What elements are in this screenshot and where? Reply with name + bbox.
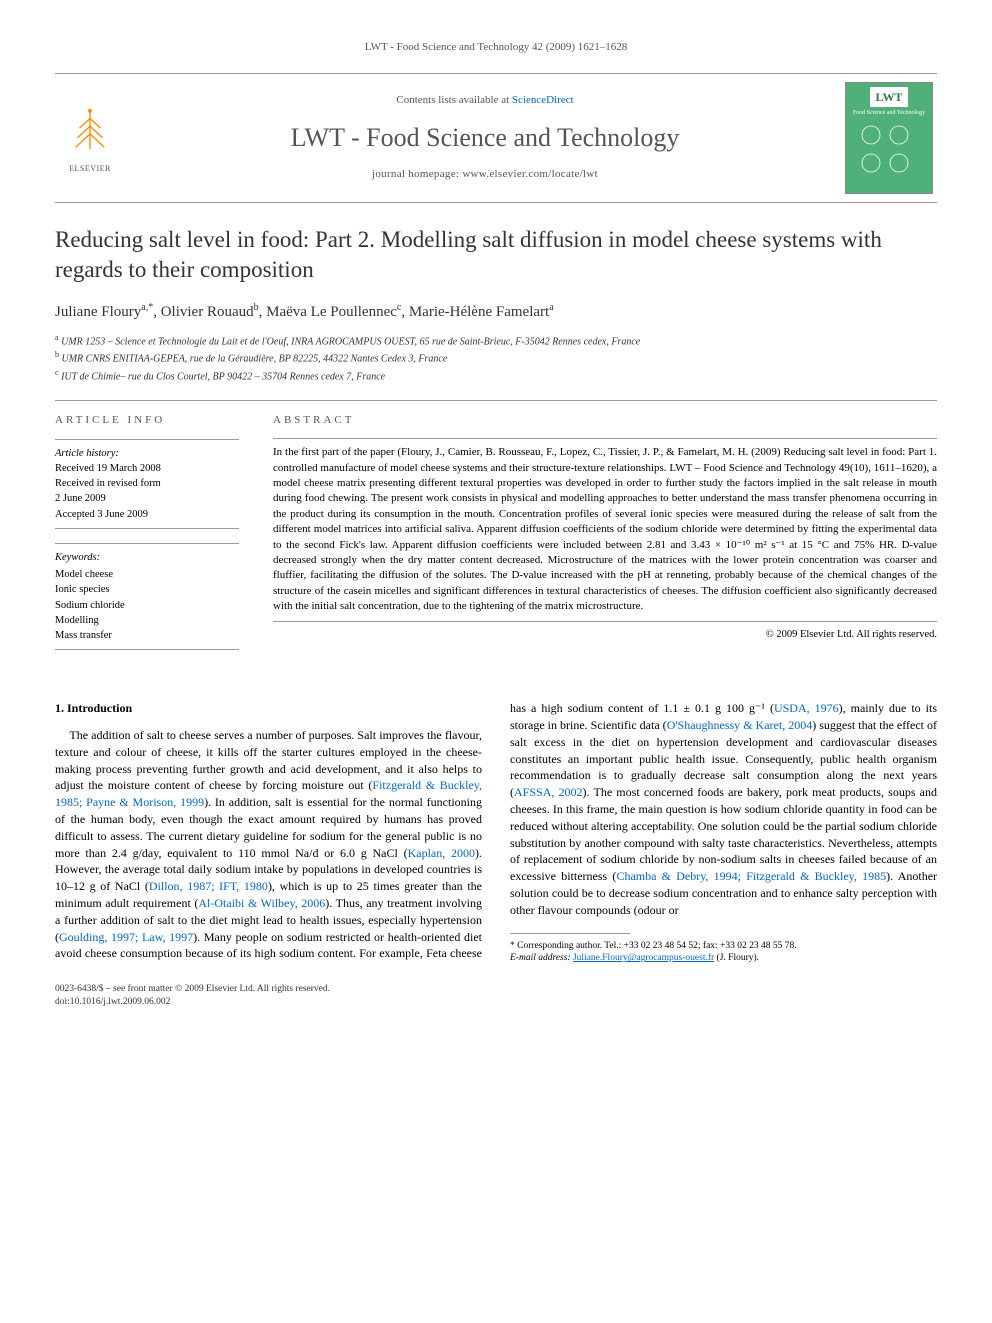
keyword: Modelling (55, 613, 239, 628)
keyword: Model cheese (55, 567, 239, 582)
affil-mark: c (55, 368, 59, 377)
abstract-copyright: © 2009 Elsevier Ltd. All rights reserved… (273, 622, 937, 643)
email-label: E-mail address: (510, 953, 573, 963)
affiliation: b UMR CNRS ENITIAA-GEPEA, rue de la Géra… (55, 349, 937, 366)
history-line: Accepted 3 June 2009 (55, 507, 239, 522)
homepage-prefix: journal homepage: (372, 168, 462, 180)
keywords-block: Keywords: Model cheese Ionic species Sod… (55, 543, 239, 650)
homepage-url: www.elsevier.com/locate/lwt (462, 168, 598, 180)
author-name: Olivier Rouaud (161, 304, 254, 320)
author-name: Maëva Le Poullennec (266, 304, 397, 320)
corresp-email-link[interactable]: Juliane.Floury@agrocampus-ouest.fr (573, 953, 714, 963)
contents-prefix: Contents lists available at (396, 94, 511, 106)
cover-art-icon (855, 121, 923, 185)
author: Juliane Flourya,* (55, 304, 153, 320)
article-title: Reducing salt level in food: Part 2. Mod… (55, 225, 937, 285)
author-name: Juliane Floury (55, 304, 141, 320)
citation-link[interactable]: USDA, 1976 (774, 701, 839, 715)
author-affil-mark: a (549, 302, 553, 313)
citation-link[interactable]: AFSSA, 2002 (514, 785, 583, 799)
citation-link[interactable]: Chamba & Debry, 1994; Fitzgerald & Buckl… (616, 869, 886, 883)
author-affil-mark: a,* (141, 302, 153, 313)
corresp-text: Corresponding author. Tel.: +33 02 23 48… (515, 941, 797, 951)
author: Marie-Hélène Famelarta (409, 304, 554, 320)
info-abstract-row: ARTICLE INFO Article history: Received 1… (55, 400, 937, 676)
corresp-who: (J. Floury). (714, 953, 759, 963)
article-history: Article history: Received 19 March 2008 … (55, 439, 239, 529)
citation-link[interactable]: O'Shaughnessy & Karet, 2004 (667, 718, 813, 732)
affil-mark: a (55, 333, 59, 342)
author-list: Juliane Flourya,*, Olivier Rouaudb, Maëv… (55, 301, 937, 322)
article-info-heading: ARTICLE INFO (55, 413, 239, 429)
cover-subtitle: Food Science and Technology (853, 109, 925, 117)
journal-homepage: journal homepage: www.elsevier.com/locat… (131, 167, 839, 182)
publisher-block: ELSEVIER (55, 100, 125, 175)
page-footer: 0023-6438/$ – see front matter © 2009 El… (55, 983, 937, 1009)
history-label: Article history: (55, 446, 239, 461)
affil-text: UMR CNRS ENITIAA-GEPEA, rue de la Géraud… (62, 354, 448, 365)
author-affil-mark: b (254, 302, 259, 313)
section-heading-introduction: 1. Introduction (55, 700, 482, 717)
affiliation: c IUT de Chimie– rue du Clos Courtel, BP… (55, 367, 937, 384)
keyword: Ionic species (55, 582, 239, 597)
citation-link[interactable]: Goulding, 1997; Law, 1997 (59, 930, 193, 944)
affil-text: UMR 1253 – Science et Technologie du Lai… (61, 336, 640, 347)
citation-link[interactable]: Dillon, 1987; IFT, 1980 (149, 879, 268, 893)
footer-copyright: 0023-6438/$ – see front matter © 2009 El… (55, 983, 937, 996)
history-line: Received in revised form (55, 476, 239, 491)
author: Maëva Le Poullennecc (266, 304, 401, 320)
abstract: ABSTRACT In the first part of the paper … (255, 401, 937, 676)
keywords-label: Keywords: (55, 550, 239, 565)
running-head: LWT - Food Science and Technology 42 (20… (55, 40, 937, 55)
affiliation: a UMR 1253 – Science et Technologie du L… (55, 332, 937, 349)
abstract-text: In the first part of the paper (Floury, … (273, 438, 937, 621)
history-line: 2 June 2009 (55, 491, 239, 506)
author-name: Marie-Hélène Famelart (409, 304, 549, 320)
cover-abbrev: LWT (870, 87, 909, 107)
publisher-name: ELSEVIER (69, 164, 111, 175)
masthead-center: Contents lists available at ScienceDirec… (125, 89, 845, 186)
elsevier-tree-icon (62, 100, 118, 162)
citation-link[interactable]: Kaplan, 2000 (408, 846, 475, 860)
affil-mark: b (55, 350, 59, 359)
keyword: Sodium chloride (55, 598, 239, 613)
affiliation-list: a UMR 1253 – Science et Technologie du L… (55, 332, 937, 384)
journal-cover-thumbnail: LWT Food Science and Technology (845, 82, 933, 194)
author-affil-mark: c (397, 302, 401, 313)
sciencedirect-link[interactable]: ScienceDirect (512, 94, 574, 106)
journal-name: LWT - Food Science and Technology (131, 120, 839, 155)
citation-link[interactable]: Al-Otaibi & Wilbey, 2006 (198, 896, 325, 910)
keyword: Mass transfer (55, 628, 239, 643)
cover-thumbnail-wrap: LWT Food Science and Technology (845, 82, 937, 194)
corresponding-author-note: * Corresponding author. Tel.: +33 02 23 … (510, 940, 937, 966)
contents-available-line: Contents lists available at ScienceDirec… (131, 93, 839, 108)
article-info: ARTICLE INFO Article history: Received 1… (55, 401, 255, 676)
abstract-heading: ABSTRACT (273, 413, 937, 428)
author: Olivier Rouaudb (161, 304, 259, 320)
footnote-rule (510, 933, 630, 934)
body-text: 1. Introduction The addition of salt to … (55, 700, 937, 965)
footer-doi: doi:10.1016/j.lwt.2009.06.002 (55, 996, 937, 1009)
paragraph: The addition of salt to cheese serves a … (55, 700, 937, 965)
affil-text: IUT de Chimie– rue du Clos Courtel, BP 9… (61, 371, 385, 382)
masthead: ELSEVIER Contents lists available at Sci… (55, 73, 937, 203)
history-line: Received 19 March 2008 (55, 461, 239, 476)
